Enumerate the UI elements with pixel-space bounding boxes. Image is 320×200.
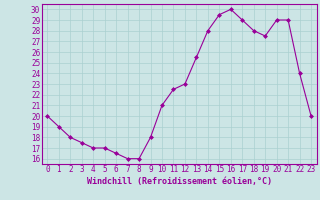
X-axis label: Windchill (Refroidissement éolien,°C): Windchill (Refroidissement éolien,°C) <box>87 177 272 186</box>
